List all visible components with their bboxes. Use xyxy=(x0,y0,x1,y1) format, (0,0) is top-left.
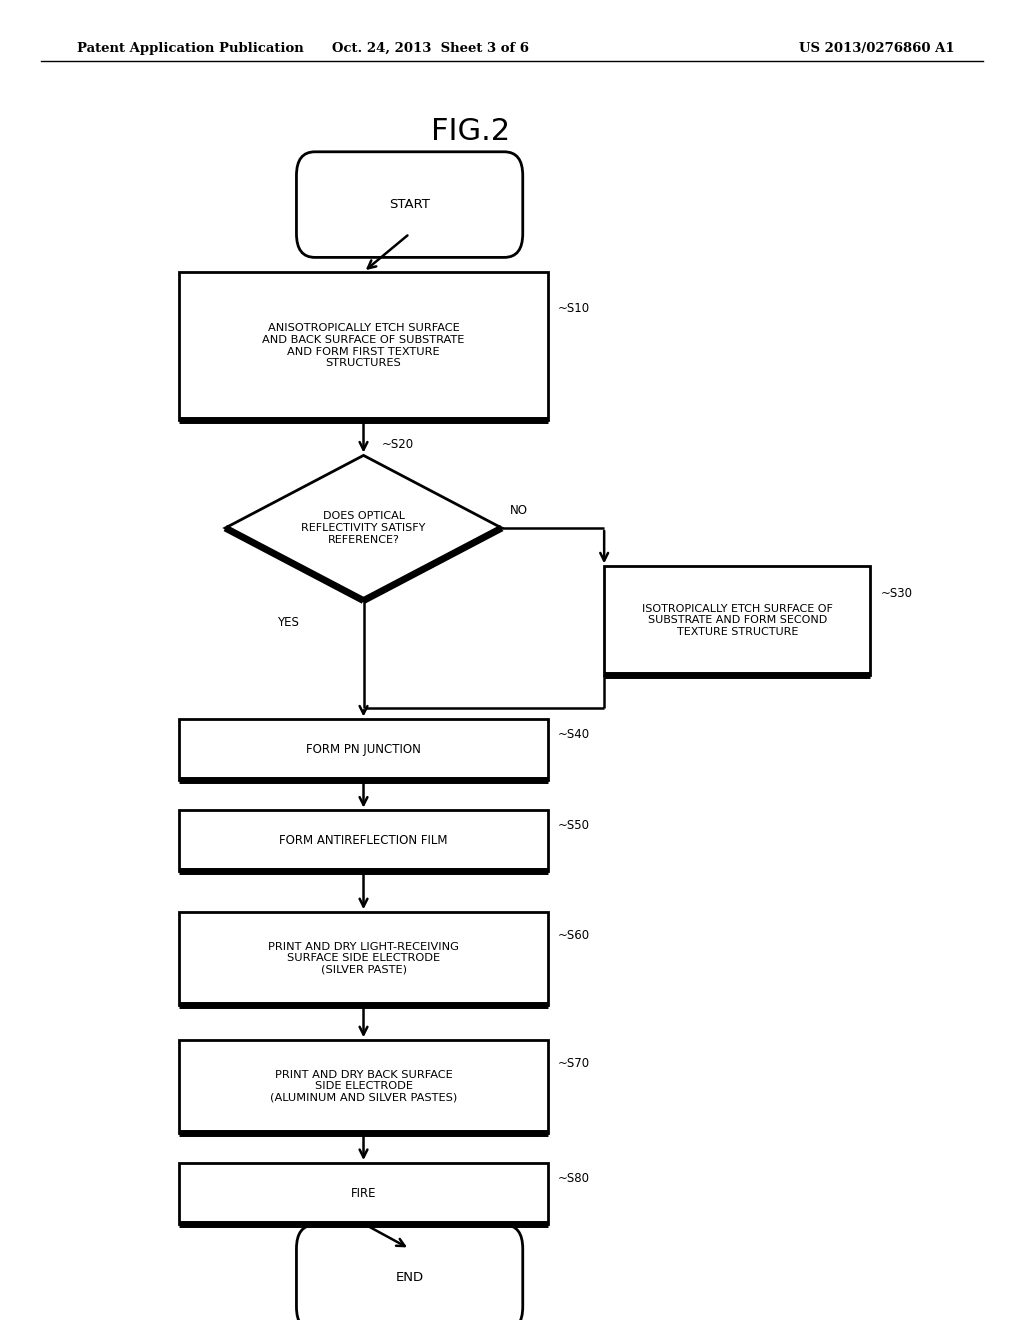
Bar xyxy=(179,272,548,420)
Text: START: START xyxy=(389,198,430,211)
Text: ~S40: ~S40 xyxy=(558,729,590,741)
Text: YES: YES xyxy=(276,616,298,630)
Bar xyxy=(179,1163,548,1224)
Text: NO: NO xyxy=(510,504,528,517)
Text: ~S70: ~S70 xyxy=(558,1057,590,1069)
Text: END: END xyxy=(395,1271,424,1284)
FancyBboxPatch shape xyxy=(297,152,522,257)
Text: FIRE: FIRE xyxy=(351,1187,376,1200)
FancyBboxPatch shape xyxy=(297,1225,522,1320)
Text: ~S60: ~S60 xyxy=(558,929,590,941)
Text: ~S50: ~S50 xyxy=(558,820,590,832)
Polygon shape xyxy=(225,455,502,601)
Text: Patent Application Publication: Patent Application Publication xyxy=(77,42,303,54)
Text: ISOTROPICALLY ETCH SURFACE OF
SUBSTRATE AND FORM SECOND
TEXTURE STRUCTURE: ISOTROPICALLY ETCH SURFACE OF SUBSTRATE … xyxy=(642,603,833,638)
Text: ~S80: ~S80 xyxy=(558,1172,590,1184)
Text: Oct. 24, 2013  Sheet 3 of 6: Oct. 24, 2013 Sheet 3 of 6 xyxy=(332,42,528,54)
Text: DOES OPTICAL
REFLECTIVITY SATISFY
REFERENCE?: DOES OPTICAL REFLECTIVITY SATISFY REFERE… xyxy=(301,511,426,545)
Bar xyxy=(179,1040,548,1133)
Text: ~S30: ~S30 xyxy=(881,587,912,599)
Bar xyxy=(179,719,548,780)
Text: FIG.2: FIG.2 xyxy=(431,117,511,147)
Text: FORM ANTIREFLECTION FILM: FORM ANTIREFLECTION FILM xyxy=(280,834,447,847)
Text: PRINT AND DRY LIGHT-RECEIVING
SURFACE SIDE ELECTRODE
(SILVER PASTE): PRINT AND DRY LIGHT-RECEIVING SURFACE SI… xyxy=(268,941,459,975)
Text: ~S20: ~S20 xyxy=(382,438,414,451)
Bar xyxy=(179,810,548,871)
Text: US 2013/0276860 A1: US 2013/0276860 A1 xyxy=(799,42,954,54)
Text: PRINT AND DRY BACK SURFACE
SIDE ELECTRODE
(ALUMINUM AND SILVER PASTES): PRINT AND DRY BACK SURFACE SIDE ELECTROD… xyxy=(270,1069,457,1104)
Text: FORM PN JUNCTION: FORM PN JUNCTION xyxy=(306,743,421,756)
Text: ~S10: ~S10 xyxy=(558,302,590,315)
Text: ANISOTROPICALLY ETCH SURFACE
AND BACK SURFACE OF SUBSTRATE
AND FORM FIRST TEXTUR: ANISOTROPICALLY ETCH SURFACE AND BACK SU… xyxy=(262,323,465,368)
Bar xyxy=(179,912,548,1005)
Bar xyxy=(604,566,870,675)
